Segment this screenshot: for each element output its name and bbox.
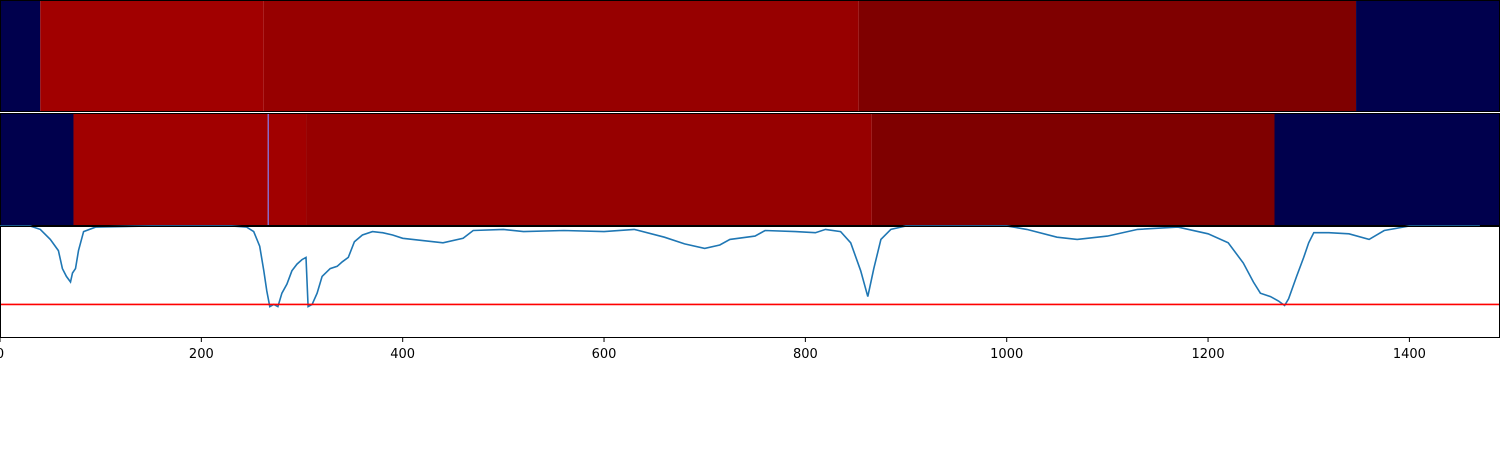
heatmap-segment — [1274, 113, 1500, 226]
heatmap-segment — [0, 0, 41, 112]
x-tick-label: 200 — [189, 347, 214, 362]
heatmap-segment — [40, 0, 264, 112]
x-tick-label: 800 — [793, 347, 818, 362]
x-tick-label: 600 — [592, 347, 617, 362]
x-tick-label: 400 — [390, 347, 415, 362]
top-color-strip — [0, 0, 1500, 112]
middle-color-strip — [0, 113, 1500, 226]
plot-background — [0, 226, 1500, 338]
heatmap-segment — [268, 113, 307, 226]
heatmap-segment — [306, 113, 872, 226]
heatmap-segment — [267, 113, 269, 226]
heatmap-segment — [1356, 0, 1500, 112]
heatmap-segment — [73, 113, 268, 226]
line-plot-panel — [0, 225, 1500, 338]
x-axis: 0 200 400 600 800 1000 1200 1400 — [0, 338, 1426, 362]
heatmap-segment — [871, 113, 1275, 226]
x-tick-label: 1000 — [990, 347, 1023, 362]
series-line — [0, 225, 1480, 308]
heatmap-segment — [263, 0, 859, 112]
x-tick-label: 0 — [0, 347, 4, 362]
heatmap-segment — [0, 113, 74, 226]
x-tick-label: 1400 — [1393, 347, 1426, 362]
x-tick-label: 1200 — [1192, 347, 1225, 362]
heatmap-segment — [858, 0, 1357, 112]
